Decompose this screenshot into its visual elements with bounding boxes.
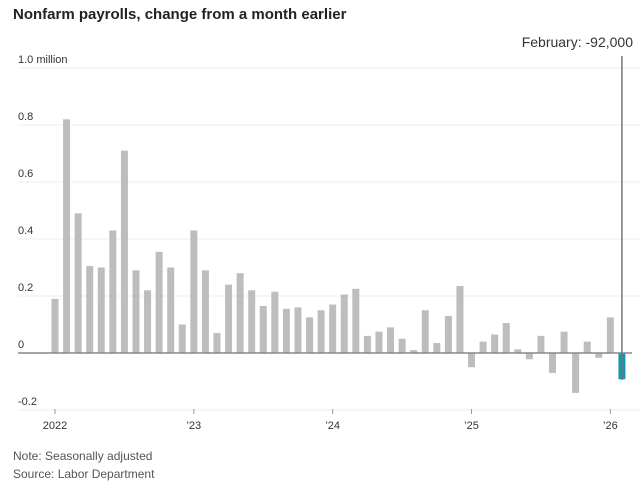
x-tick-label: 2022 (43, 420, 67, 432)
bar (595, 353, 603, 358)
bar (201, 270, 209, 353)
bar (63, 119, 71, 353)
bar (606, 317, 614, 353)
bar (51, 298, 59, 353)
bar (248, 290, 256, 353)
source-note: Source: Labor Department (13, 467, 155, 481)
bar (294, 307, 302, 353)
bar (444, 315, 452, 353)
bar (74, 213, 82, 353)
bar (549, 353, 557, 373)
bar (560, 331, 568, 353)
bar (398, 338, 406, 353)
bar (352, 288, 360, 353)
y-tick-label: 0 (18, 339, 24, 351)
bar (572, 353, 580, 393)
bar (132, 270, 140, 353)
y-tick-label: 1.0 million (18, 54, 68, 66)
bar (410, 350, 418, 353)
y-tick-label: -0.2 (18, 396, 37, 408)
y-tick-label: 0.2 (18, 282, 33, 294)
bar (340, 294, 348, 353)
y-tick-label: 0.8 (18, 111, 33, 123)
bar (178, 324, 186, 353)
bar (282, 308, 290, 353)
x-tick-label: ’25 (464, 420, 479, 432)
footnote: Note: Seasonally adjusted (13, 449, 153, 463)
bar (525, 353, 533, 360)
bar (456, 286, 464, 353)
bar (306, 317, 314, 353)
bar (109, 230, 117, 353)
bar (97, 267, 105, 353)
bar (468, 353, 476, 368)
bar (155, 251, 163, 353)
annotation-label: February: -92,000 (522, 34, 633, 50)
bar (225, 284, 233, 353)
bar (144, 290, 152, 353)
bar (329, 304, 337, 353)
bar (502, 323, 510, 353)
bar (213, 333, 221, 353)
x-tick-label: ’24 (325, 420, 340, 432)
bar (317, 310, 325, 353)
bar (375, 331, 383, 353)
bar (583, 341, 591, 353)
bar (363, 335, 371, 353)
bar (479, 341, 487, 353)
bar (433, 343, 441, 353)
bar (167, 267, 175, 353)
bar (236, 273, 244, 353)
bar (421, 310, 429, 353)
bar (387, 327, 395, 353)
bar (259, 305, 267, 353)
bar (537, 335, 545, 353)
bar (514, 349, 522, 353)
bar (271, 291, 279, 353)
chart-title: Nonfarm payrolls, change from a month ea… (13, 6, 347, 23)
y-tick-label: 0.4 (18, 225, 33, 237)
bar (190, 230, 198, 353)
bar (86, 266, 94, 353)
x-tick-label: ’23 (186, 420, 201, 432)
bar (491, 334, 499, 353)
x-tick-label: ’26 (603, 420, 618, 432)
bar (120, 150, 128, 353)
y-tick-label: 0.6 (18, 168, 33, 180)
